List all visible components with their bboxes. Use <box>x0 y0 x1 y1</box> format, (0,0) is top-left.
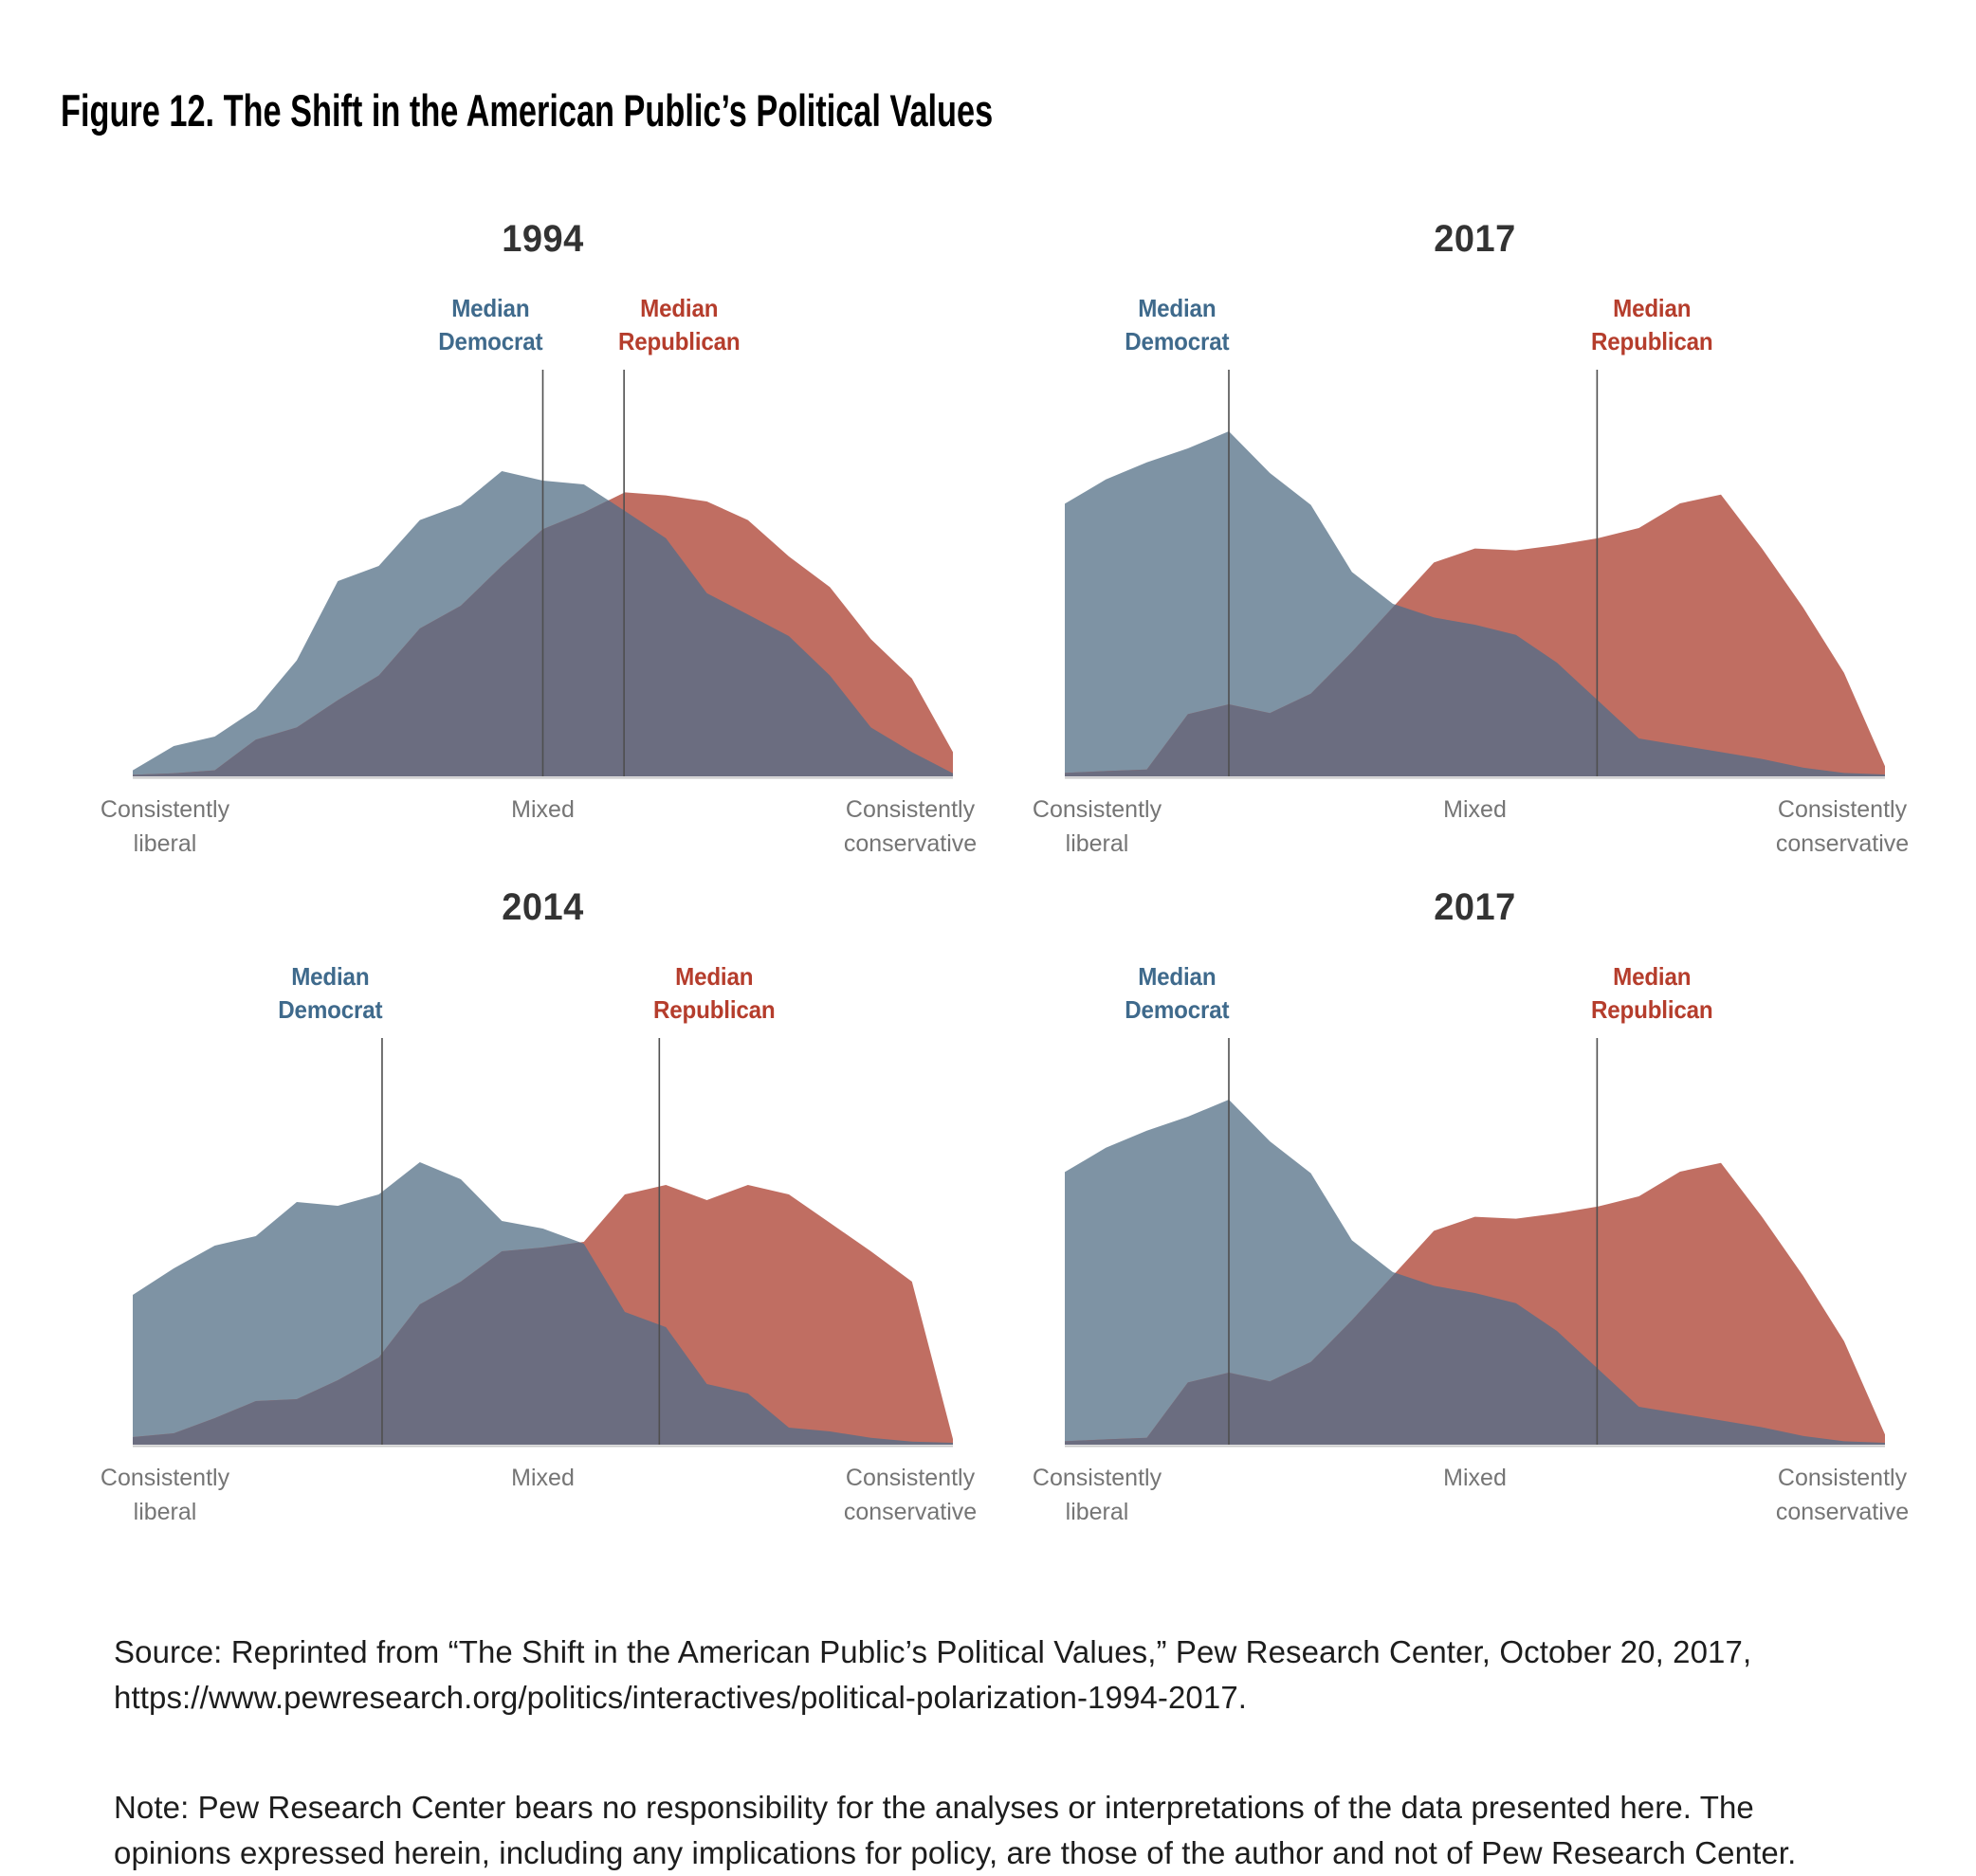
chart-2017-top: 2017 Median Democrat Median Republican C… <box>1033 218 1909 869</box>
chart-2017-bottom: 2017 Median Democrat Median Republican C… <box>1033 886 1909 1538</box>
median-labels-zone: Median Democrat Median Republican <box>133 269 953 368</box>
median-republican-label: Median Republican <box>653 961 776 1024</box>
distribution-plot <box>133 370 953 779</box>
median-republican-label: Median Republican <box>1591 961 1713 1024</box>
figure-title: Figure 12. The Shift in the American Pub… <box>61 85 994 137</box>
axis-label-consistently-conservative: Consistently conservative <box>1775 796 1910 857</box>
chart-year-title: 1994 <box>502 218 584 260</box>
axis-label-consistently-conservative: Consistently conservative <box>843 1465 978 1525</box>
median-democrat-label: Median Democrat <box>1124 961 1229 1024</box>
chart-year-title: 2017 <box>1434 886 1516 928</box>
axis-label-mixed: Mixed <box>511 1465 575 1491</box>
axis-label-consistently-conservative: Consistently conservative <box>1775 1465 1910 1525</box>
median-republican-label: Median Republican <box>1591 293 1713 355</box>
source-caption: Source: Reprinted from “The Shift in the… <box>114 1634 1752 1715</box>
median-labels-zone: Median Democrat Median Republican <box>133 938 953 1036</box>
axis-label-consistently-liberal: Consistently liberal <box>1032 796 1162 857</box>
median-democrat-label: Median Democrat <box>438 293 543 355</box>
axis-label-consistently-conservative: Consistently conservative <box>843 796 978 857</box>
democrat-area <box>1065 1100 1885 1445</box>
chart-2014: 2014 Median Democrat Median Republican C… <box>101 886 977 1538</box>
axis-label-consistently-liberal: Consistently liberal <box>100 1465 230 1525</box>
distribution-plot <box>133 1038 953 1448</box>
note-caption: Note: Pew Research Center bears no respo… <box>114 1790 1797 1870</box>
median-democrat-label: Median Democrat <box>277 961 382 1024</box>
median-democrat-label: Median Democrat <box>1124 293 1229 355</box>
distribution-plot <box>1065 370 1885 779</box>
democrat-area <box>1065 431 1885 776</box>
overlap-area <box>1065 604 1885 776</box>
x-axis-labels: Consistently liberal Mixed Consistently … <box>1033 1462 1909 1538</box>
axis-label-mixed: Mixed <box>511 796 575 823</box>
axis-label-mixed: Mixed <box>1443 1465 1507 1491</box>
overlap-area <box>133 1242 953 1445</box>
chart-year-title: 2014 <box>502 886 584 928</box>
x-axis-labels: Consistently liberal Mixed Consistently … <box>101 793 977 869</box>
median-republican-label: Median Republican <box>618 293 741 355</box>
axis-label-consistently-liberal: Consistently liberal <box>1032 1465 1162 1525</box>
overlap-area <box>1065 1272 1885 1445</box>
median-labels-zone: Median Democrat Median Republican <box>1065 938 1885 1036</box>
axis-label-mixed: Mixed <box>1443 796 1507 823</box>
chart-1994: 1994 Median Democrat Median Republican C… <box>101 218 977 869</box>
distribution-plot <box>1065 1038 1885 1448</box>
axis-label-consistently-liberal: Consistently liberal <box>100 796 230 857</box>
chart-year-title: 2017 <box>1434 218 1516 260</box>
median-labels-zone: Median Democrat Median Republican <box>1065 269 1885 368</box>
x-axis-labels: Consistently liberal Mixed Consistently … <box>101 1462 977 1538</box>
x-axis-labels: Consistently liberal Mixed Consistently … <box>1033 793 1909 869</box>
